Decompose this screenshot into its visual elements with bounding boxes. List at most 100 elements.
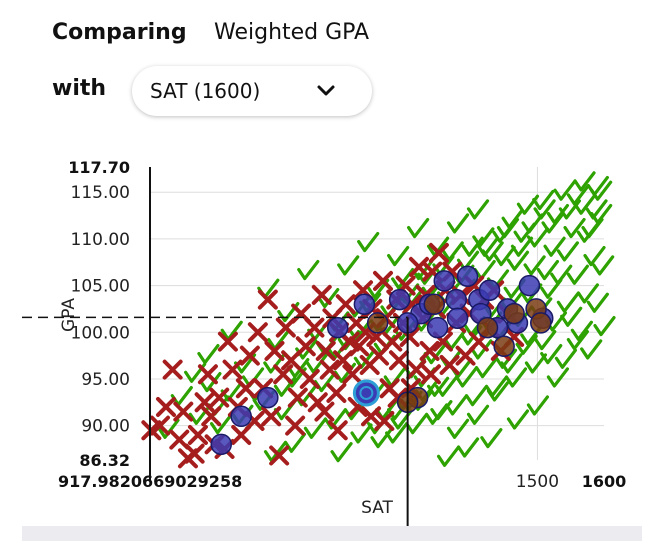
- chart-labels: 90.00 95.00 100.00 105.00 110.00 115.00 1500 86…: [58, 158, 626, 518]
- rejected-point: [372, 270, 393, 291]
- accepted-point: [277, 301, 300, 323]
- accepted-point: [464, 386, 488, 407]
- y-tick-label: 115.00: [71, 183, 130, 203]
- rejected-point: [327, 420, 348, 441]
- accepted-point: [157, 418, 180, 439]
- accepted-point: [480, 428, 503, 449]
- other-point: [493, 335, 515, 358]
- rejected-point: [257, 289, 278, 310]
- accepted-point: [556, 241, 579, 262]
- accepted-point: [580, 339, 603, 360]
- rejected-point: [275, 317, 296, 338]
- y-min-label: 86.32: [79, 451, 130, 470]
- rejected-point: [201, 406, 222, 427]
- rejected-point: [439, 354, 460, 375]
- accepted-point: [287, 358, 310, 379]
- accepted-point: [407, 217, 430, 239]
- waitlisted-point: [257, 386, 279, 409]
- accepted-point: [573, 171, 596, 192]
- y-tick-label: 100.00: [71, 323, 130, 343]
- y-axis-title: GPA: [59, 298, 79, 332]
- accepted-point: [532, 189, 555, 211]
- other-point: [530, 312, 552, 334]
- waitlisted-point: [426, 316, 449, 339]
- you-marker-inner: [359, 385, 374, 400]
- rejected-point: [299, 368, 320, 389]
- accepted-point: [444, 395, 468, 416]
- comparing-label: Comparing: [52, 20, 187, 45]
- accepted-point: [556, 292, 579, 313]
- accepted-point: [474, 358, 498, 379]
- accepted-point: [481, 241, 504, 262]
- comparison-select-value: SAT (1600): [150, 79, 261, 103]
- rejected-point: [197, 364, 218, 385]
- accepted-point: [446, 213, 470, 234]
- rejected-point: [311, 284, 332, 305]
- accepted-point: [466, 404, 490, 425]
- waitlisted-point: [433, 270, 455, 292]
- rejected-point: [239, 345, 260, 366]
- accepted-point: [566, 264, 589, 285]
- accepted-point: [573, 194, 596, 215]
- y-tick-label: 110.00: [71, 230, 130, 250]
- chart-axes: [22, 167, 409, 541]
- rejected-point: [287, 387, 308, 408]
- comparison-select[interactable]: SAT (1600): [132, 66, 372, 116]
- chart-points: [141, 171, 616, 469]
- rejected-point: [382, 331, 403, 352]
- accepted-point: [209, 414, 233, 435]
- accepted-point: [436, 446, 460, 467]
- chevron-down-icon: [317, 85, 335, 96]
- rejected-point: [285, 415, 306, 436]
- metric-label: Weighted GPA: [214, 20, 370, 45]
- rejected-point: [406, 359, 427, 380]
- accepted-point: [472, 227, 495, 248]
- accepted-point: [506, 409, 530, 430]
- rejected-point: [247, 322, 268, 343]
- accepted-point: [350, 423, 373, 444]
- waitlisted-point: [388, 288, 411, 311]
- waitlisted-point: [478, 279, 501, 302]
- rejected-point: [339, 331, 360, 352]
- rejected-point: [169, 429, 190, 450]
- accepted-point: [423, 344, 446, 365]
- accepted-point: [554, 348, 577, 369]
- rejected-point: [333, 350, 354, 371]
- accepted-point: [424, 404, 448, 425]
- accepted-point: [357, 231, 380, 253]
- rejected-point: [374, 410, 395, 431]
- rejected-point: [408, 256, 429, 277]
- rejected-point: [217, 331, 238, 352]
- rejected-point: [209, 387, 230, 408]
- rejected-point: [419, 340, 440, 361]
- scatter-chart[interactable]: 90.00 95.00 100.00 105.00 110.00 115.00 1500 86…: [0, 150, 663, 541]
- accepted-point: [553, 180, 576, 201]
- rejected-point: [349, 336, 370, 357]
- rejected-point: [173, 401, 194, 422]
- accepted-point: [536, 259, 560, 281]
- accepted-point: [385, 423, 408, 444]
- rejected-point: [295, 336, 316, 357]
- accepted-point: [492, 222, 515, 243]
- accepted-point: [543, 236, 566, 257]
- rejected-point: [304, 317, 325, 338]
- accepted-point: [524, 353, 548, 374]
- rejected-point: [314, 401, 335, 422]
- rejected-point: [194, 392, 215, 413]
- accepted-point: [391, 269, 414, 290]
- accepted-point: [454, 367, 478, 388]
- rejected-point: [420, 364, 441, 385]
- waitlisted-point: [353, 293, 376, 316]
- accepted-point: [484, 376, 508, 397]
- rejected-point: [319, 359, 340, 380]
- accepted-point: [541, 213, 564, 234]
- rejected-point: [261, 406, 282, 427]
- accepted-point: [558, 199, 581, 220]
- accepted-point: [566, 330, 589, 351]
- accepted-point: [526, 395, 550, 416]
- y-max-label: 117.70: [68, 158, 130, 177]
- rejected-point: [342, 364, 363, 385]
- accepted-point: [506, 250, 530, 271]
- accepted-point: [493, 245, 516, 267]
- accepted-point: [593, 315, 616, 337]
